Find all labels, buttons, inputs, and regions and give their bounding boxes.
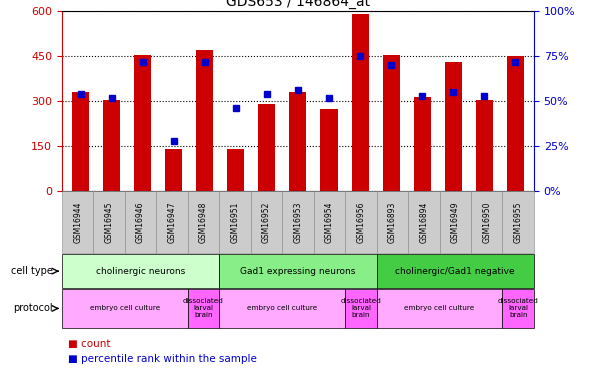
Text: embryo cell culture: embryo cell culture <box>90 305 160 311</box>
Bar <box>476 100 493 191</box>
Text: dissociated
larval
brain: dissociated larval brain <box>498 298 539 318</box>
Text: GSM16956: GSM16956 <box>356 201 365 243</box>
Bar <box>320 109 337 191</box>
Bar <box>72 92 89 191</box>
Text: GSM16893: GSM16893 <box>388 201 397 243</box>
Bar <box>290 92 306 191</box>
Bar <box>258 104 276 191</box>
Bar <box>507 56 524 191</box>
Bar <box>103 100 120 191</box>
Text: embryo cell culture: embryo cell culture <box>404 305 475 311</box>
Text: cholinergic/Gad1 negative: cholinergic/Gad1 negative <box>395 267 515 276</box>
Bar <box>196 50 214 191</box>
Text: GSM16954: GSM16954 <box>325 201 334 243</box>
Bar <box>382 55 399 191</box>
Text: GSM16946: GSM16946 <box>136 201 145 243</box>
Text: GSM16953: GSM16953 <box>293 201 303 243</box>
Bar <box>352 14 369 191</box>
Text: GSM16950: GSM16950 <box>482 201 491 243</box>
Text: GSM16948: GSM16948 <box>199 201 208 243</box>
Title: GDS653 / 146864_at: GDS653 / 146864_at <box>226 0 370 9</box>
Text: Gad1 expressing neurons: Gad1 expressing neurons <box>240 267 356 276</box>
Bar <box>134 55 151 191</box>
Text: GSM16945: GSM16945 <box>104 201 114 243</box>
Text: ■ percentile rank within the sample: ■ percentile rank within the sample <box>68 354 257 364</box>
Text: GSM16894: GSM16894 <box>419 201 428 243</box>
Text: dissociated
larval
brain: dissociated larval brain <box>183 298 224 318</box>
Text: GSM16947: GSM16947 <box>168 201 176 243</box>
Text: protocol: protocol <box>14 303 53 313</box>
Text: ■ count: ■ count <box>68 339 110 349</box>
Bar <box>165 149 182 191</box>
Text: GSM16949: GSM16949 <box>451 201 460 243</box>
Text: GSM16944: GSM16944 <box>73 201 82 243</box>
Bar <box>445 62 462 191</box>
Text: embryo cell culture: embryo cell culture <box>247 305 317 311</box>
Text: dissociated
larval
brain: dissociated larval brain <box>340 298 381 318</box>
Bar <box>227 149 244 191</box>
Bar <box>414 97 431 191</box>
Text: GSM16952: GSM16952 <box>262 201 271 243</box>
Text: GSM16951: GSM16951 <box>231 201 240 243</box>
Text: GSM16955: GSM16955 <box>514 201 523 243</box>
Text: cell type: cell type <box>11 266 53 276</box>
Text: cholinergic neurons: cholinergic neurons <box>96 267 185 276</box>
